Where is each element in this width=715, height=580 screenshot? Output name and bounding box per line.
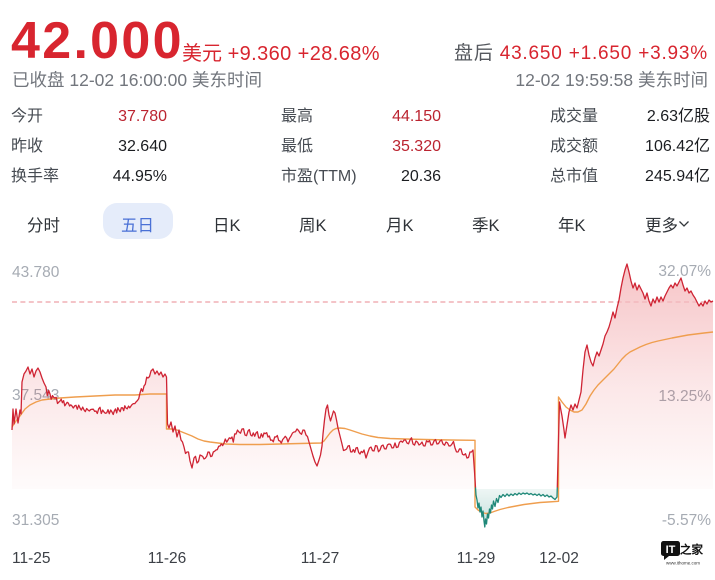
- svg-text:之家: 之家: [680, 543, 703, 557]
- svg-text:IT: IT: [666, 544, 676, 556]
- svg-text:www.ithome.com: www.ithome.com: [666, 561, 700, 566]
